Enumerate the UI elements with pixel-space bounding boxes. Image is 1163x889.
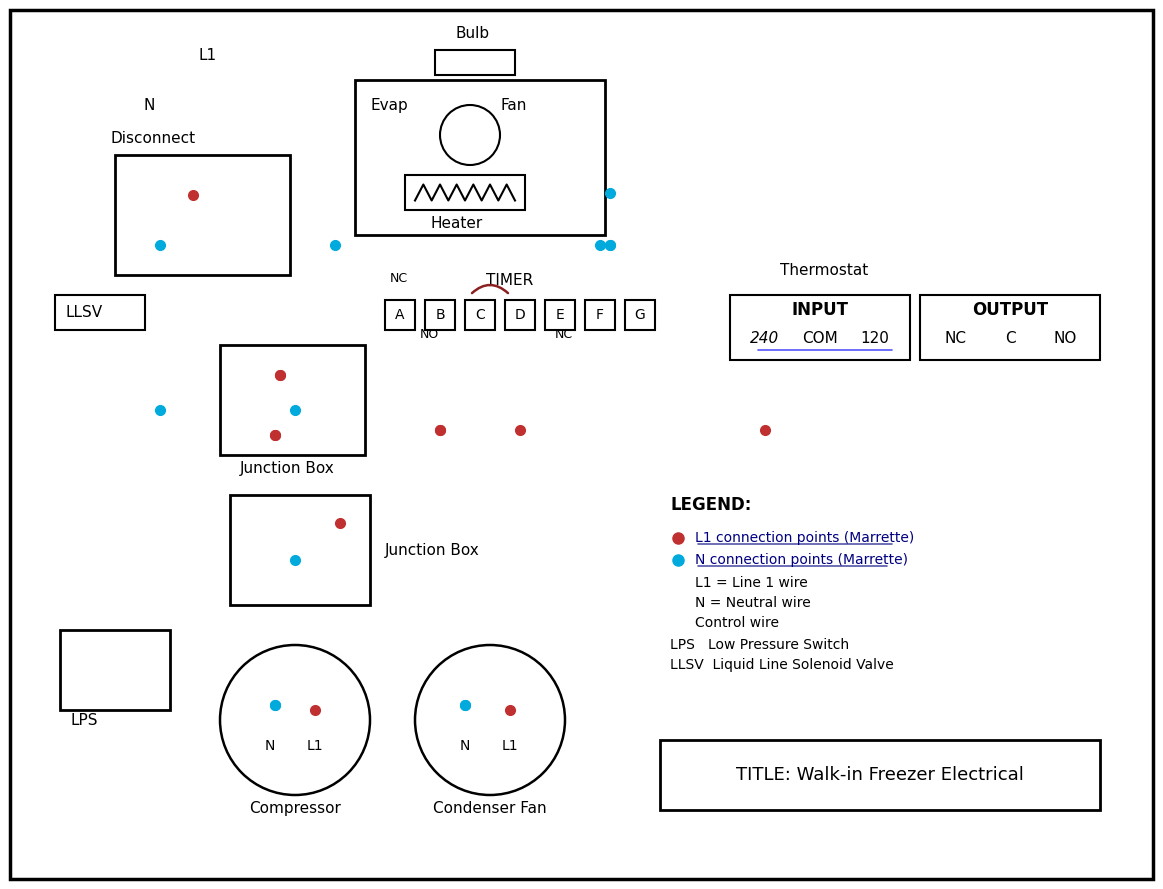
Text: Evap: Evap (370, 98, 408, 113)
Text: N: N (143, 98, 155, 113)
FancyBboxPatch shape (730, 295, 909, 360)
Text: L1: L1 (198, 47, 216, 62)
Text: INPUT: INPUT (792, 301, 849, 319)
Text: 120: 120 (861, 331, 890, 346)
FancyBboxPatch shape (10, 10, 1153, 879)
Text: G: G (635, 308, 645, 322)
Text: OUTPUT: OUTPUT (972, 301, 1048, 319)
Text: L1: L1 (307, 739, 323, 753)
FancyBboxPatch shape (424, 300, 455, 330)
Text: LLSV  Liquid Line Solenoid Valve: LLSV Liquid Line Solenoid Valve (670, 658, 893, 672)
Text: COM: COM (802, 331, 837, 346)
FancyBboxPatch shape (465, 300, 495, 330)
Text: 240: 240 (750, 331, 779, 346)
Text: E: E (556, 308, 564, 322)
Text: D: D (514, 308, 526, 322)
Text: B: B (435, 308, 444, 322)
FancyBboxPatch shape (60, 630, 170, 710)
Text: NC: NC (555, 328, 573, 341)
Text: LEGEND:: LEGEND: (670, 496, 751, 514)
FancyBboxPatch shape (355, 80, 605, 235)
FancyBboxPatch shape (585, 300, 615, 330)
Text: TIMER: TIMER (486, 273, 534, 288)
FancyBboxPatch shape (545, 300, 575, 330)
FancyBboxPatch shape (625, 300, 655, 330)
Text: Disconnect: Disconnect (110, 131, 195, 146)
FancyBboxPatch shape (659, 740, 1100, 810)
Text: Junction Box: Junction Box (385, 542, 480, 557)
Text: A: A (395, 308, 405, 322)
Text: Heater: Heater (430, 216, 483, 231)
Text: Condenser Fan: Condenser Fan (433, 801, 547, 816)
Text: F: F (595, 308, 604, 322)
Text: N = Neutral wire: N = Neutral wire (695, 596, 811, 610)
Text: N: N (459, 739, 470, 753)
FancyBboxPatch shape (115, 155, 290, 275)
Text: NO: NO (420, 328, 440, 341)
FancyBboxPatch shape (220, 345, 365, 455)
Text: NC: NC (390, 272, 408, 285)
FancyBboxPatch shape (55, 295, 145, 330)
Text: L1 = Line 1 wire: L1 = Line 1 wire (695, 576, 808, 590)
Text: Thermostat: Thermostat (780, 263, 869, 278)
Text: NC: NC (944, 331, 966, 346)
FancyBboxPatch shape (405, 175, 525, 210)
Text: Compressor: Compressor (249, 801, 341, 816)
Text: L1: L1 (501, 739, 519, 753)
Text: TITLE: Walk-in Freezer Electrical: TITLE: Walk-in Freezer Electrical (736, 766, 1023, 784)
Text: Bulb: Bulb (455, 26, 490, 41)
Text: L1 connection points (Marrette): L1 connection points (Marrette) (695, 531, 914, 545)
FancyBboxPatch shape (505, 300, 535, 330)
Text: Control wire: Control wire (695, 616, 779, 630)
FancyBboxPatch shape (920, 295, 1100, 360)
Text: Fan: Fan (500, 98, 527, 113)
FancyBboxPatch shape (385, 300, 415, 330)
Text: N connection points (Marrette): N connection points (Marrette) (695, 553, 908, 567)
Text: C: C (1005, 331, 1015, 346)
FancyBboxPatch shape (230, 495, 370, 605)
Text: C: C (476, 308, 485, 322)
FancyBboxPatch shape (435, 50, 515, 75)
Text: N: N (265, 739, 276, 753)
Text: NO: NO (1054, 331, 1077, 346)
Text: LPS: LPS (70, 713, 98, 728)
Text: LPS   Low Pressure Switch: LPS Low Pressure Switch (670, 638, 849, 652)
Text: LLSV: LLSV (65, 305, 102, 319)
Text: Junction Box: Junction Box (240, 461, 335, 476)
